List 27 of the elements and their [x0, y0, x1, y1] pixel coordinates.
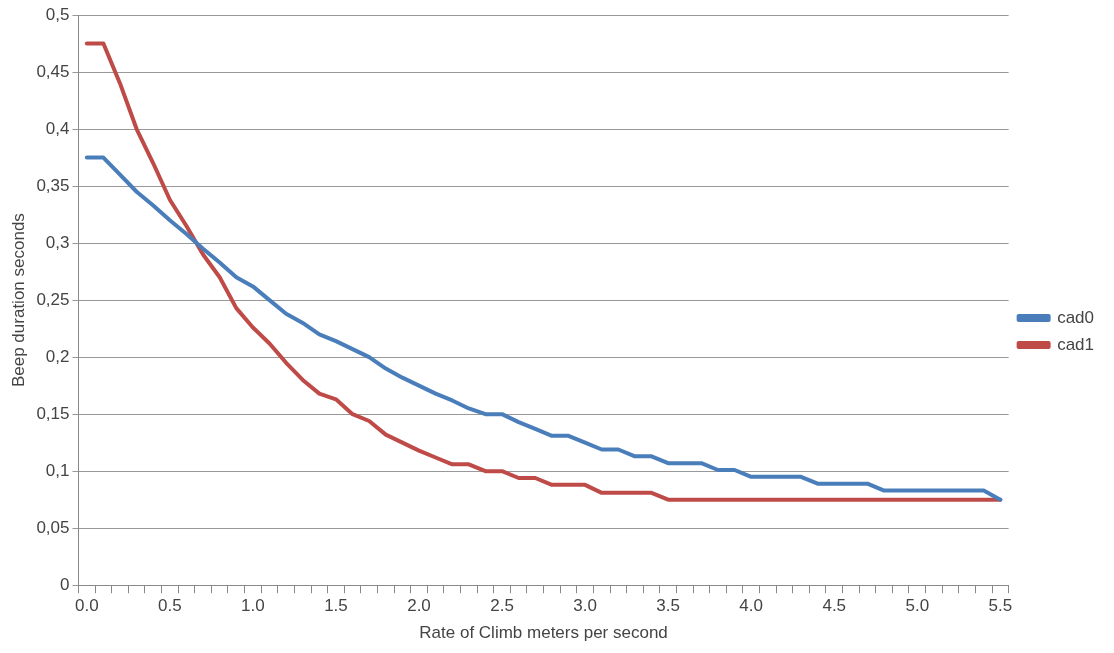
y-tick-label: 0 [60, 574, 70, 594]
x-tick-label: 3.5 [656, 596, 680, 616]
x-tick-label: 1.5 [324, 596, 348, 616]
x-tick-label: 2.5 [490, 596, 514, 616]
x-tick-label: 0.0 [74, 596, 99, 616]
x-tick-label: 4.5 [822, 596, 847, 616]
legend-label: cad1 [1057, 334, 1095, 354]
y-tick-label: 0,4 [45, 118, 70, 138]
y-axis-title: Beep duration seconds [8, 213, 28, 388]
x-tick-label: 3.0 [573, 596, 597, 616]
y-tick-label: 0,5 [45, 4, 70, 24]
y-tick-label: 0,2 [45, 346, 70, 366]
x-tick-label: 1.0 [241, 596, 265, 616]
x-tick-label: 5.5 [988, 596, 1013, 616]
x-axis-title: Rate of Climb meters per second [419, 623, 668, 643]
y-tick-label: 0,15 [36, 403, 70, 423]
x-tick-label: 2.0 [407, 596, 431, 616]
x-tick-label: 5.0 [905, 596, 930, 616]
legend-label: cad0 [1057, 307, 1095, 327]
y-tick-label: 0,35 [36, 175, 70, 195]
y-tick-label: 0,3 [45, 232, 70, 252]
x-tick-label: 0.5 [158, 596, 182, 616]
y-tick-label: 0,1 [45, 460, 70, 480]
x-tick-label: 4.0 [739, 596, 763, 616]
y-tick-label: 0,45 [36, 61, 70, 81]
y-tick-label: 0,25 [36, 289, 70, 309]
y-tick-label: 0,05 [36, 517, 70, 537]
